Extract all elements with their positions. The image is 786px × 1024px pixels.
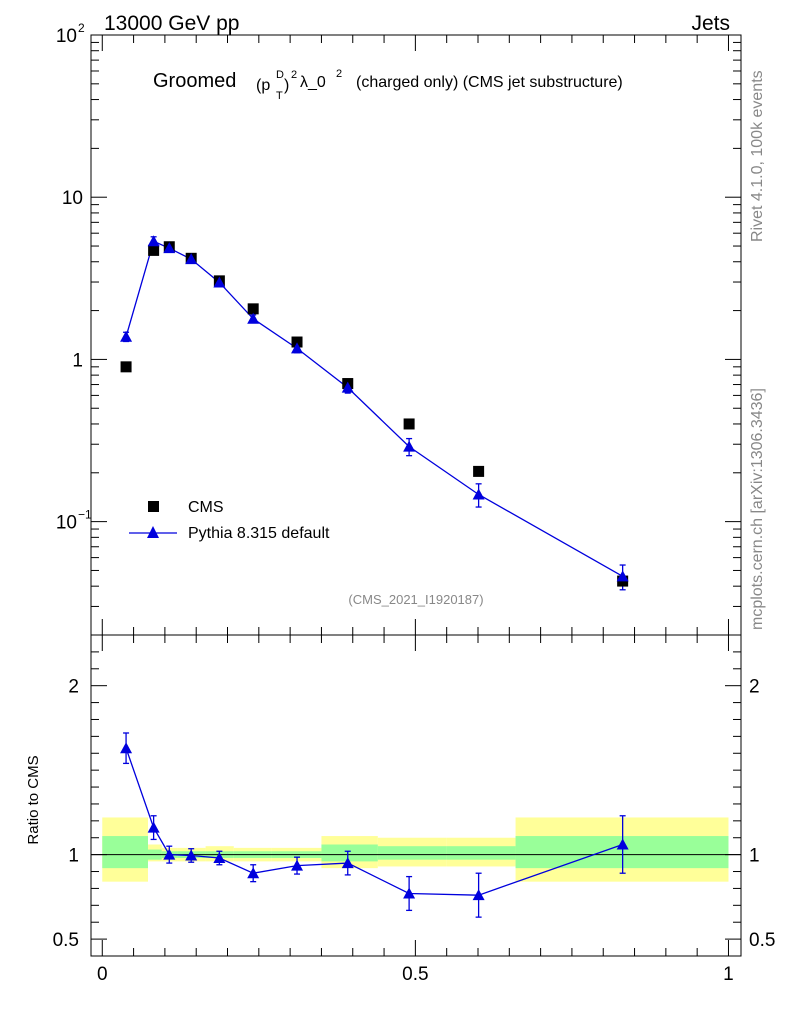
cms-data-point xyxy=(247,303,259,315)
cms-data-point xyxy=(403,418,415,430)
x-tick-label: 1 xyxy=(723,964,734,985)
pythia-data-point xyxy=(213,276,226,288)
ratio-data-point xyxy=(472,889,485,901)
cms-data-point xyxy=(148,244,160,256)
x-tick-label: 0 xyxy=(97,964,108,985)
x-tick-label: 0.5 xyxy=(402,964,428,985)
pythia-data-point xyxy=(341,381,354,393)
legend-cms-label: CMS xyxy=(188,499,224,516)
ratio-y-tick-label-left: 1 xyxy=(68,846,79,867)
title-sq: 2 xyxy=(291,69,297,81)
main-y-tick-label: 1 xyxy=(72,350,83,371)
pythia-data-point xyxy=(163,242,176,254)
title-p: (p xyxy=(256,77,270,94)
ratio-y-tick-label-right: 2 xyxy=(749,677,760,698)
pythia-data-point xyxy=(403,440,416,452)
chart-title: Groomed (p D T ) 2 λ_0 2 (charged only) … xyxy=(153,68,623,102)
main-y-tick-base: 10 xyxy=(56,26,77,47)
cms-data-point xyxy=(473,465,485,477)
category-label: Jets xyxy=(691,12,730,35)
ratio-y-tick-label-right: 1 xyxy=(749,846,760,867)
main-y-tick-base: 1 xyxy=(72,350,83,371)
main-y-tick-base: 10 xyxy=(62,188,83,209)
main-panel-frame xyxy=(90,34,742,636)
mcplots-site-label: mcplots.cern.ch [arXiv:1306.3436] xyxy=(749,388,766,630)
cms-data-point xyxy=(120,361,132,373)
pythia-data-point xyxy=(185,253,198,265)
ratio-y-tick-label-right: 0.5 xyxy=(749,930,775,951)
ratio-data-point xyxy=(213,852,226,864)
pythia-data-point xyxy=(147,235,160,247)
ratio-data-point xyxy=(616,838,629,850)
ratio-band-green xyxy=(446,846,516,860)
title-sup-d: D xyxy=(276,69,284,81)
main-y-tick-exponent: 2 xyxy=(78,21,85,35)
cms-data-point xyxy=(291,336,303,348)
title-sub-t: T xyxy=(276,90,283,102)
pythia-data-point xyxy=(247,312,260,324)
ratio-uncertainty-bands xyxy=(91,817,741,882)
ratio-data-point xyxy=(120,742,133,754)
legend-cms-marker xyxy=(148,501,159,512)
ratio-axis-ticks xyxy=(91,635,741,956)
title-lambda: λ_0 xyxy=(300,74,326,91)
ratio-y-tick-label-left: 0.5 xyxy=(53,930,79,951)
main-y-tick-base: 10 xyxy=(56,513,77,534)
ratio-panel-frame xyxy=(90,634,742,957)
title-groomed: Groomed xyxy=(153,70,236,92)
title-close: ) xyxy=(284,77,289,94)
main-y-tick-label: 10 xyxy=(62,188,83,209)
ratio-data-point xyxy=(403,887,416,899)
legend-pythia-marker xyxy=(147,526,159,538)
ratio-data-point xyxy=(147,821,160,833)
pythia-data-point xyxy=(120,330,133,342)
title-rest: (charged only) (CMS jet substructure) xyxy=(356,74,623,91)
energy-label: 13000 GeV pp xyxy=(104,12,239,35)
legend-pythia-label: Pythia 8.315 default xyxy=(188,525,330,542)
main-y-tick-exponent: −1 xyxy=(78,508,92,522)
ratio-data-point xyxy=(341,857,354,869)
ratio-y-axis-label: Ratio to CMS xyxy=(25,755,42,844)
pythia-data-point xyxy=(291,342,304,354)
analysis-id: (CMS_2021_I1920187) xyxy=(348,592,483,607)
ratio-band-green xyxy=(321,844,378,862)
title-lambda-sq: 2 xyxy=(336,68,342,80)
ratio-y-tick-label-left: 2 xyxy=(68,677,79,698)
main-series-layer xyxy=(120,235,629,591)
ratio-band-green xyxy=(377,846,447,860)
ratio-data-point xyxy=(291,859,304,871)
legend: CMS Pythia 8.315 default xyxy=(129,499,330,542)
ratio-data-point xyxy=(247,867,260,879)
pythia-data-point xyxy=(616,570,629,582)
main-y-tick-label: 10 2 xyxy=(56,21,85,47)
main-axis-ticks xyxy=(91,34,741,636)
ratio-series-layer xyxy=(120,732,629,918)
main-y-tick-label: 10 −1 xyxy=(56,508,92,534)
ratio-data-point xyxy=(185,849,198,861)
ratio-tick-labels: 2 2 1 1 0.5 0.5 0 0.5 1 xyxy=(53,677,776,985)
ratio-data-point xyxy=(163,848,176,860)
rivet-version-label: Rivet 4.1.0, 100k events xyxy=(749,70,766,242)
ratio-band-green xyxy=(102,836,148,869)
pythia-data-point xyxy=(472,488,485,500)
